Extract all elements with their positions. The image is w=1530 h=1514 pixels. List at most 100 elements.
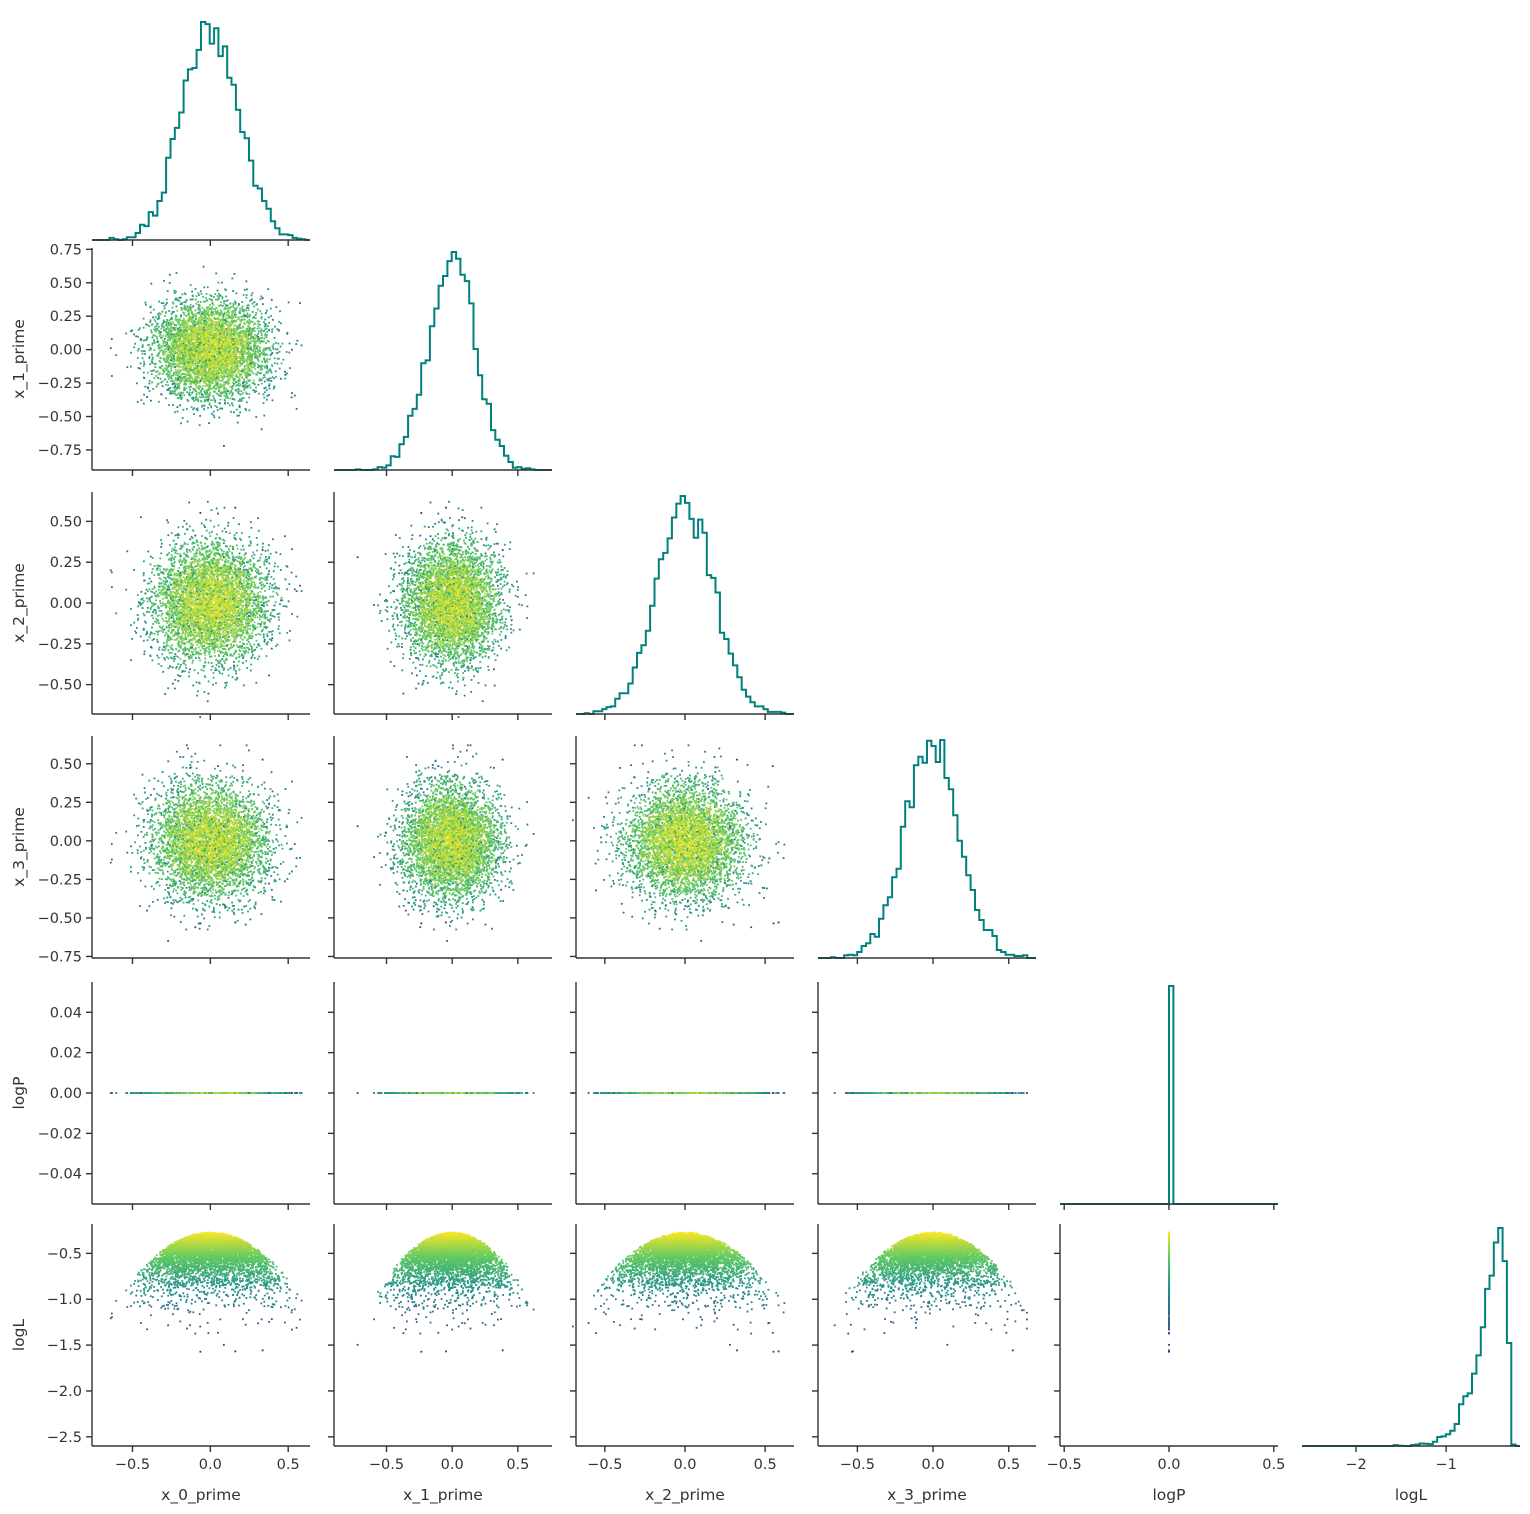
scatter-point [209,304,211,306]
scatter-point [263,338,265,340]
scatter-point [145,304,147,306]
scatter-point [226,373,228,375]
scatter-point [176,306,178,308]
scatter-point [238,305,240,307]
scatter-point [279,368,281,370]
scatter-point [161,302,163,304]
scatter-point [246,310,248,312]
scatter-point [220,395,222,397]
scatter-point [216,406,218,408]
scatter-point [157,377,159,379]
scatter-point [183,380,185,382]
scatter-point [225,296,227,298]
scatter-point [186,408,188,410]
scatter-point [213,415,215,417]
scatter-point [223,382,225,384]
scatter-point [155,331,157,333]
scatter-point [110,347,112,349]
scatter-point [240,390,242,392]
scatter-point [136,382,138,384]
scatter-point [137,401,139,403]
scatter-point [245,376,247,378]
scatter-point [156,386,158,388]
scatter-point [263,365,265,367]
scatter-point [249,368,251,370]
scatter-point [174,411,176,413]
scatter-point [267,325,269,327]
scatter-point [202,296,204,298]
scatter-point [260,337,262,339]
scatter-point [239,373,241,375]
scatter-point [143,327,145,329]
scatter-point [250,387,252,389]
scatter-point [270,315,272,317]
scatter-point [158,345,160,347]
scatter-point [254,368,256,370]
scatter-point [224,400,226,402]
scatter-point [149,383,151,385]
scatter-x_1_prime-vs-x_0_prime [110,266,303,447]
scatter-point [238,383,240,385]
scatter-point [266,389,268,391]
scatter-point [256,303,258,305]
scatter-point [241,376,243,378]
histogram-x_0_prime [92,22,310,240]
scatter-point [134,343,136,345]
scatter-point [233,379,235,381]
scatter-point [163,280,165,282]
scatter-point [261,296,263,298]
scatter-point [236,292,238,294]
scatter-point [267,288,269,290]
panel-x_1_prime-vs-x_0_prime: −0.75−0.50−0.250.000.250.500.75 [38,242,310,476]
scatter-point [214,293,216,295]
scatter-point [166,299,168,301]
scatter-point [171,375,173,377]
scatter-point [171,377,173,379]
scatter-point [266,310,268,312]
scatter-point [150,370,152,372]
scatter-point [268,330,270,332]
scatter-point [275,370,277,372]
scatter-point [259,380,261,382]
scatter-point [172,302,174,304]
scatter-point [231,278,233,280]
scatter-point [227,402,229,404]
scatter-point [248,393,250,395]
scatter-point [254,334,256,336]
scatter-point [238,388,240,390]
scatter-point [265,333,267,335]
scatter-point [183,394,185,396]
scatter-point [206,307,208,309]
scatter-point [220,304,222,306]
scatter-point [195,303,197,305]
scatter-point [279,351,281,353]
scatter-point [165,336,167,338]
scatter-point [151,332,153,334]
scatter-point [163,302,165,304]
scatter-point [187,421,189,423]
scatter-point [286,351,288,353]
scatter-point [288,352,290,354]
scatter-point [278,343,280,345]
scatter-point [235,316,237,318]
scatter-point [266,331,268,333]
scatter-point [183,387,185,389]
scatter-point [264,319,266,321]
scatter-point [230,303,232,305]
scatter-point [177,406,179,408]
scatter-point [291,392,293,394]
scatter-point [215,299,217,301]
scatter-point [149,306,151,308]
scatter-point [143,372,145,374]
scatter-point [256,374,258,376]
scatter-point [133,334,135,336]
scatter-point [154,319,156,321]
scatter-point [264,391,266,393]
scatter-point [236,307,238,309]
scatter-point [203,266,205,268]
scatter-point [275,342,277,344]
scatter-point [148,325,150,327]
scatter-point [165,397,167,399]
scatter-point [149,390,151,392]
scatter-point [150,400,152,402]
